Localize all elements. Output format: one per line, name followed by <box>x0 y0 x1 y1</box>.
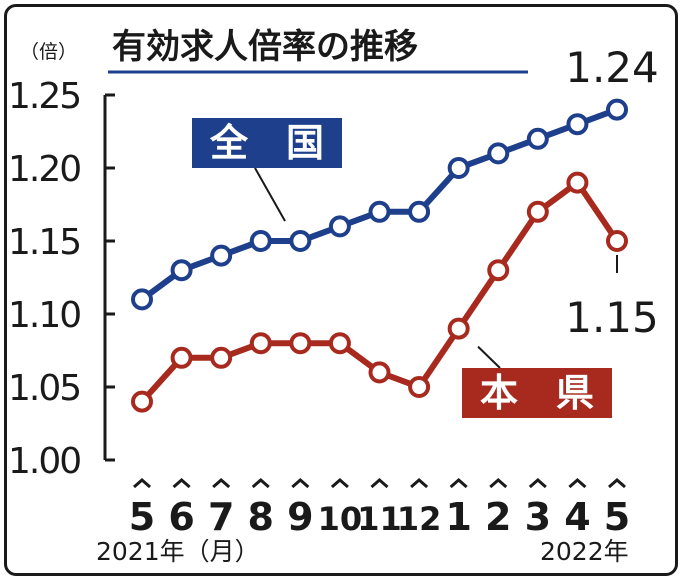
year-end-label: 2022年 <box>540 537 629 566</box>
legend-pointer <box>477 345 501 369</box>
x-tick-label: 1 <box>445 495 471 539</box>
x-tick-marker <box>291 478 310 489</box>
data-point <box>131 390 153 413</box>
data-point <box>526 127 549 150</box>
legend-box <box>192 118 342 168</box>
end-value-label: 1.15 <box>565 293 659 342</box>
x-tick-marker <box>410 478 429 489</box>
data-point <box>328 332 351 355</box>
data-point <box>447 157 470 179</box>
legend-label: 本 県 <box>480 371 594 415</box>
data-point <box>368 361 391 384</box>
x-tick-label: 5 <box>604 495 630 539</box>
x-tick-marker <box>172 478 191 489</box>
x-tick-label: 4 <box>564 495 590 539</box>
data-point <box>447 317 470 340</box>
legend-box <box>462 368 612 418</box>
x-tick-label: 5 <box>129 495 155 539</box>
data-point <box>170 346 193 369</box>
data-point <box>526 200 549 223</box>
x-tick-marker <box>370 478 389 489</box>
data-point <box>566 171 589 194</box>
data-point <box>170 259 193 282</box>
x-tick-marker <box>528 478 547 489</box>
end-value-label: 1.24 <box>565 43 659 92</box>
x-tick-marker <box>568 478 587 489</box>
x-tick-marker <box>330 478 349 489</box>
x-tick-label: 11 <box>357 500 402 538</box>
x-tick-label: 12 <box>397 500 442 538</box>
y-tick-label: 1.20 <box>8 149 80 190</box>
legend-label: 全 国 <box>209 121 324 165</box>
data-point <box>328 215 351 238</box>
x-tick-marker <box>489 478 508 489</box>
x-tick-label: 8 <box>248 495 274 539</box>
y-tick-label: 1.10 <box>8 295 80 336</box>
legend-pointer <box>254 167 286 222</box>
data-point <box>606 230 628 252</box>
data-point <box>566 113 589 136</box>
data-point <box>249 230 272 252</box>
x-tick-marker <box>212 478 231 489</box>
x-tick-marker <box>608 478 626 489</box>
x-tick-marker <box>133 478 151 489</box>
x-tick-label: 9 <box>287 495 313 539</box>
data-point <box>408 376 431 398</box>
year-start-label: 2021年（月） <box>96 537 260 566</box>
y-tick-label: 1.25 <box>8 76 80 117</box>
y-unit-label: （倍） <box>20 41 77 63</box>
data-point <box>289 332 312 355</box>
data-point <box>408 200 431 223</box>
x-tick-label: 7 <box>208 495 234 539</box>
y-axis: 1.00 1.05 1.10 1.15 1.20 1.25 <box>8 76 115 482</box>
y-tick-label: 1.00 <box>8 441 80 482</box>
series-prefecture: 本 県 1.15 <box>131 171 659 418</box>
data-point <box>249 332 272 355</box>
data-point <box>368 200 391 223</box>
series-national: 全 国 1.24 <box>131 43 659 311</box>
x-tick-label: 10 <box>318 500 363 538</box>
data-point <box>487 259 510 282</box>
series-layer: 全 国 1.24 本 県 1.15 <box>131 43 659 418</box>
chart-title: 有効求人倍率の推移 <box>112 27 418 67</box>
data-point <box>210 346 233 369</box>
x-tick-label: 3 <box>525 495 551 539</box>
y-tick-label: 1.15 <box>8 222 80 263</box>
data-point <box>210 244 233 267</box>
x-tick-marker <box>251 478 270 489</box>
data-point <box>487 142 510 165</box>
data-point <box>606 98 628 121</box>
y-tick-label: 1.05 <box>8 368 80 409</box>
data-point <box>131 288 153 311</box>
x-tick-label: 6 <box>168 495 194 539</box>
x-tick-marker <box>449 478 468 489</box>
x-tick-label: 2 <box>485 495 511 539</box>
data-point <box>289 230 312 252</box>
